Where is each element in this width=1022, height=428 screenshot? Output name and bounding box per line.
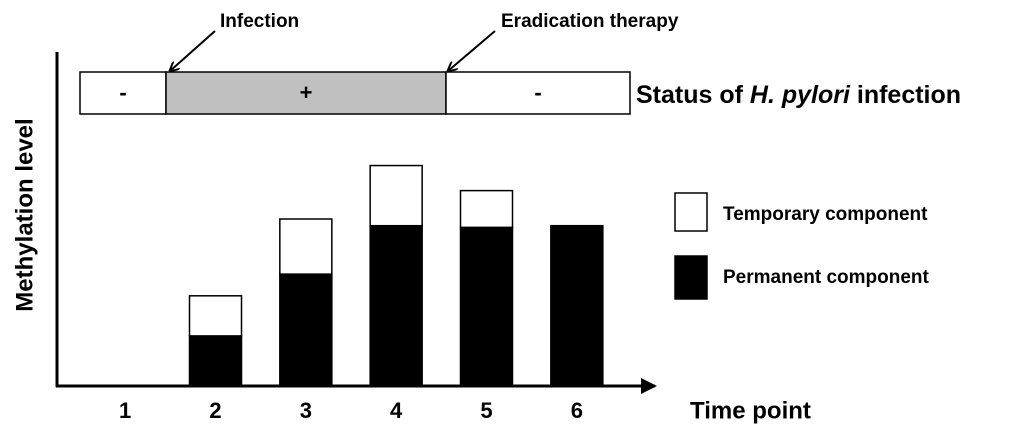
bar-segment (550, 224, 604, 387)
x-tick-label: 2 (209, 398, 221, 423)
status-segment (165, 71, 447, 115)
bar-segment (369, 224, 423, 387)
status-label-part: infection (850, 81, 961, 109)
x-tick-label: 5 (480, 398, 492, 423)
bar-segment (279, 273, 333, 387)
bar-segment (459, 189, 514, 229)
status-label-part: H. pylori (750, 81, 851, 109)
status-sign: + (300, 80, 313, 105)
x-tick-label: 4 (390, 398, 403, 423)
x-tick-label: 1 (119, 398, 131, 423)
status-sign: - (534, 80, 541, 105)
status-segment (445, 71, 631, 115)
status-label-part: Status of (636, 81, 750, 109)
annotation: Infection (220, 11, 299, 32)
bar-segment (188, 295, 243, 337)
bar-segment (188, 335, 243, 387)
legend-label: Temporary component (723, 204, 928, 225)
status-label: Status of H. pylori infection (636, 81, 961, 109)
annotation-arrow (170, 30, 216, 71)
legend-label: Permanent component (723, 267, 930, 288)
bar-segment (279, 218, 333, 275)
bar-segment (369, 164, 423, 227)
bar-segment (459, 226, 514, 387)
x-tick-label: 6 (571, 398, 583, 423)
status-sign: - (119, 80, 126, 105)
annotation-arrow (448, 30, 496, 71)
y-axis-label: Methylation level (11, 118, 38, 311)
x-tick-label: 3 (300, 398, 312, 423)
legend-swatch (674, 255, 708, 300)
x-axis-label: Time point (690, 397, 811, 424)
annotation: Eradication therapy (501, 11, 679, 32)
legend-swatch (674, 192, 708, 232)
